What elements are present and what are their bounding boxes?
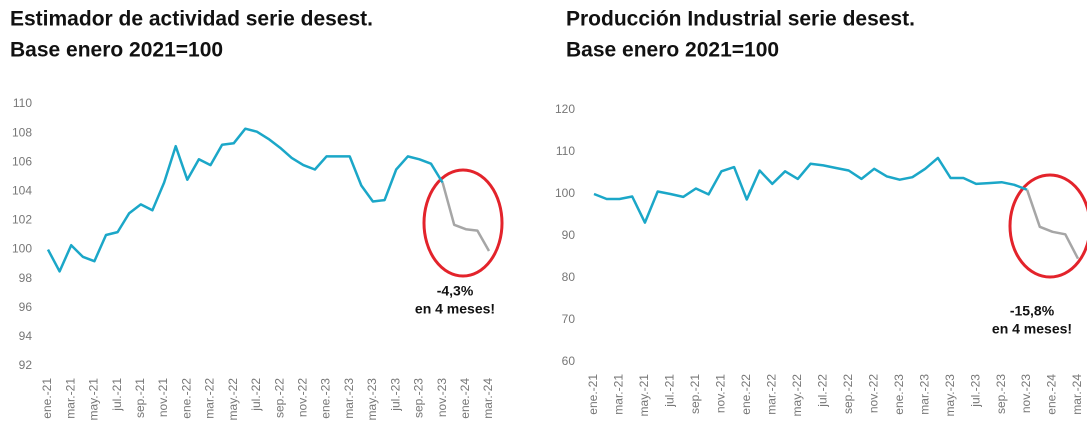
y-tick-label: 70 (562, 312, 576, 326)
chart-subtitle: Base enero 2021=100 (566, 39, 779, 62)
x-tick-label: nov.-23 (435, 378, 449, 417)
x-tick-label: jul.-22 (249, 378, 263, 412)
x-tick-label: mar.-23 (917, 374, 931, 415)
series-line (1025, 189, 1080, 260)
x-tick-label: sep.-21 (688, 374, 702, 414)
y-tick-label: 110 (13, 96, 32, 110)
x-tick-label: jul.-21 (110, 378, 124, 412)
annotation: en 4 meses! (992, 321, 1072, 337)
y-tick-label: 94 (19, 329, 33, 343)
x-tick-label: nov.-22 (295, 378, 309, 417)
x-tick-label: mar.-21 (63, 378, 77, 419)
y-tick-label: 106 (12, 154, 32, 168)
series-line (593, 156, 1028, 224)
y-tick-label: 104 (12, 184, 32, 198)
x-tick-label: mar.-24 (481, 378, 495, 419)
annotation: en 4 meses! (415, 301, 495, 317)
x-tick-label: ene.-22 (739, 374, 753, 415)
y-tick-label: 110 (556, 144, 575, 158)
y-tick-label: 100 (555, 186, 575, 200)
x-tick-label: sep.-22 (272, 378, 286, 418)
highlight-ellipse (422, 168, 504, 278)
x-tick-label: ene.-24 (1045, 374, 1059, 415)
chart-title: Estimador de actividad serie desest. (10, 8, 373, 31)
x-tick-label: mar.-22 (764, 374, 778, 415)
x-tick-label: ene.-21 (40, 378, 54, 419)
chart-title: Producción Industrial serie desest. (566, 8, 915, 31)
y-tick-label: 120 (555, 102, 575, 116)
x-tick-label: mar.-21 (612, 374, 626, 415)
y-tick-label: 108 (12, 125, 32, 139)
y-tick-label: 92 (19, 358, 33, 372)
chart-subtitle: Base enero 2021=100 (10, 39, 223, 62)
annotation: -4,3% (437, 283, 474, 299)
x-tick-label: ene.-21 (586, 374, 600, 415)
x-tick-label: mar.-24 (1070, 374, 1084, 415)
x-tick-label: ene.-24 (458, 378, 472, 419)
x-tick-label: sep.-23 (412, 378, 426, 418)
x-tick-label: mar.-23 (342, 378, 356, 419)
x-tick-label: may.-22 (790, 374, 804, 417)
y-tick-label: 98 (19, 271, 33, 285)
series-line (46, 127, 444, 273)
series-line (441, 182, 491, 252)
x-tick-label: nov.-22 (866, 374, 880, 413)
y-tick-label: 100 (12, 242, 32, 256)
x-tick-label: sep.-22 (841, 374, 855, 414)
x-tick-label: sep.-21 (133, 378, 147, 418)
x-tick-label: sep.-23 (994, 374, 1008, 414)
x-tick-label: may.-21 (87, 378, 101, 421)
x-tick-label: jul.-23 (388, 378, 402, 412)
highlight-ellipse (1008, 173, 1087, 279)
x-tick-label: jul.-23 (968, 374, 982, 408)
x-tick-label: jul.-21 (663, 374, 677, 408)
x-tick-label: nov.-21 (714, 374, 728, 413)
x-tick-label: may.-23 (943, 374, 957, 417)
y-tick-label: 102 (12, 213, 32, 227)
y-tick-label: 90 (562, 228, 576, 242)
x-tick-label: nov.-21 (156, 378, 170, 417)
x-tick-label: may.-23 (365, 378, 379, 421)
x-tick-label: nov.-23 (1019, 374, 1033, 413)
x-tick-label: may.-22 (226, 378, 240, 421)
x-tick-label: ene.-23 (319, 378, 333, 419)
x-tick-label: may.-21 (637, 374, 651, 417)
y-tick-label: 96 (19, 300, 33, 314)
x-tick-label: ene.-23 (892, 374, 906, 415)
x-tick-label: mar.-22 (203, 378, 217, 419)
annotation: -15,8% (1010, 303, 1055, 319)
y-tick-label: 80 (562, 270, 576, 284)
x-tick-label: jul.-22 (815, 374, 829, 408)
y-tick-label: 60 (562, 354, 576, 368)
x-tick-label: ene.-22 (179, 378, 193, 419)
